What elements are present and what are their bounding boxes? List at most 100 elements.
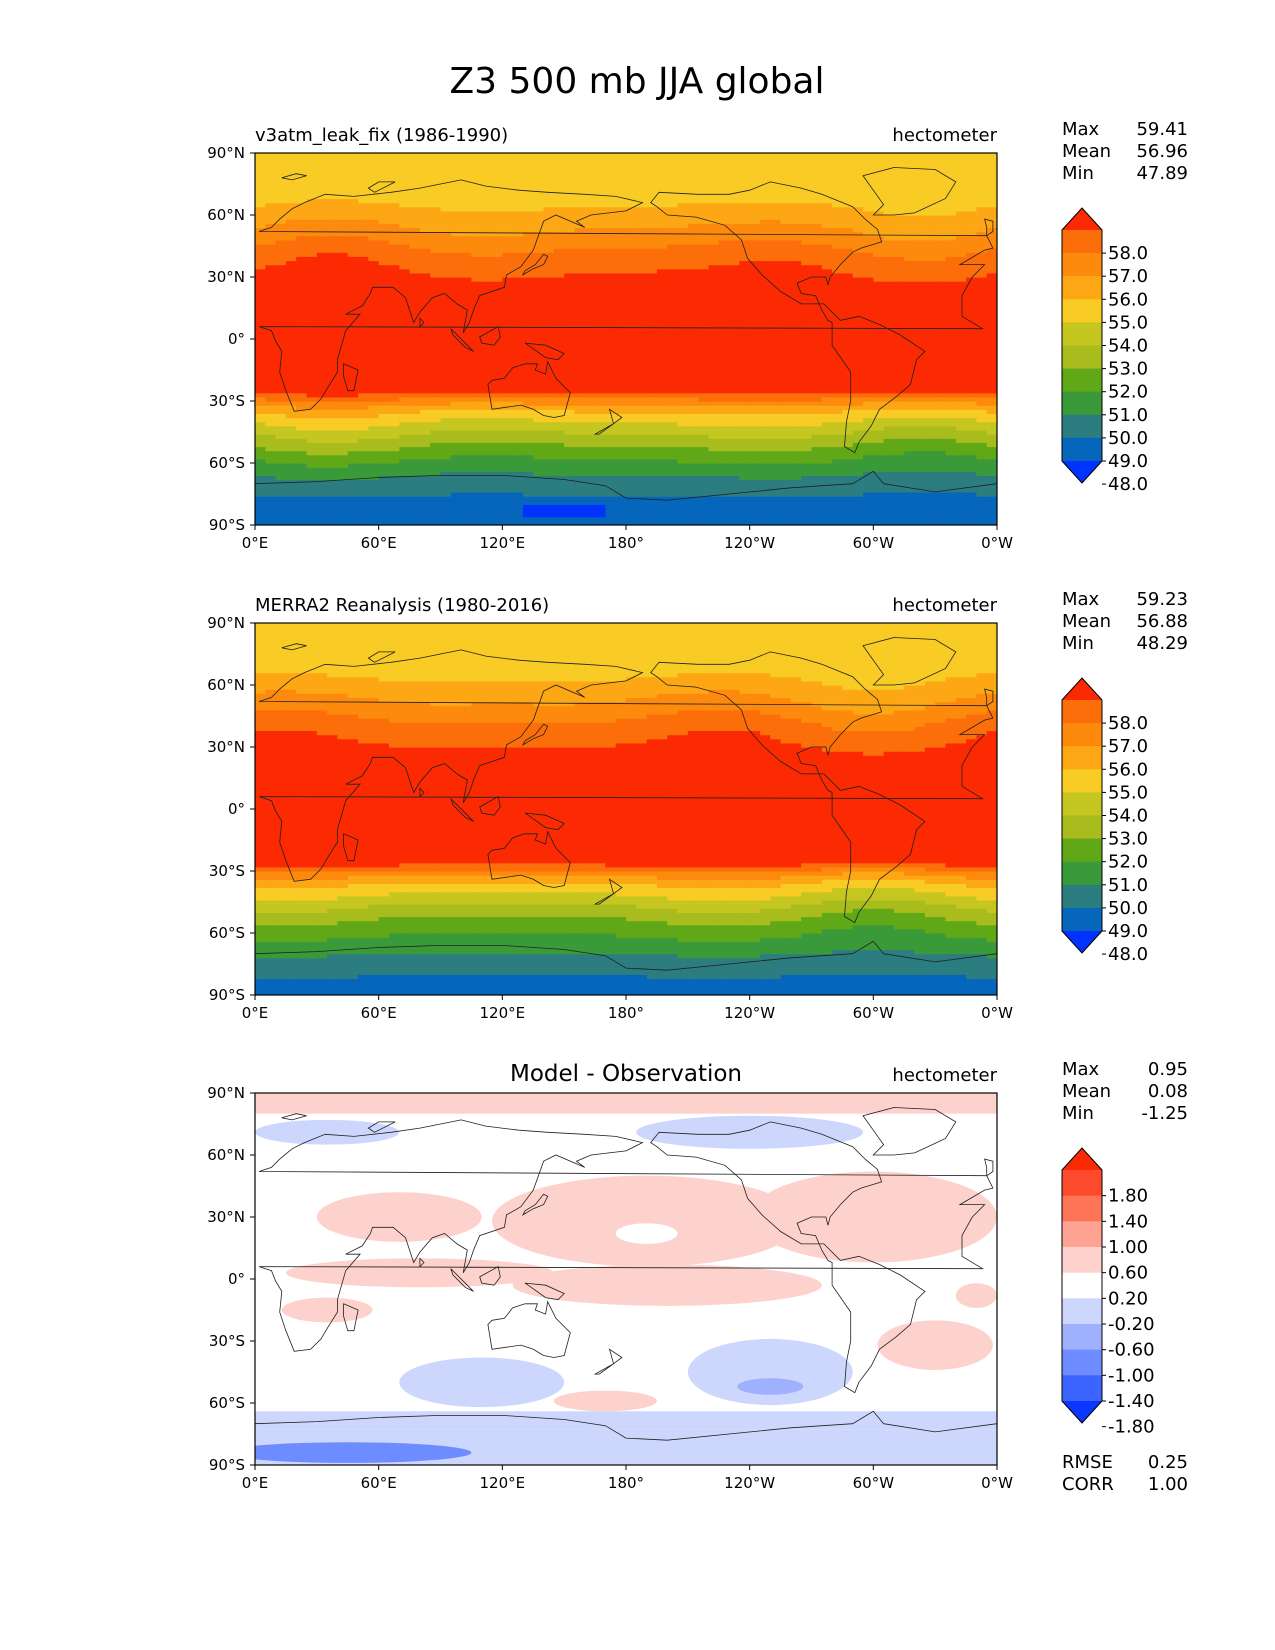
field-cell — [893, 392, 905, 398]
field-cell — [450, 409, 462, 414]
field-cell — [399, 520, 411, 525]
field-cell — [595, 351, 606, 357]
field-cell — [646, 380, 658, 386]
field-cell — [543, 463, 555, 468]
field-cell — [935, 272, 947, 278]
field-cell — [533, 355, 545, 361]
field-cell — [543, 301, 555, 307]
field-cell — [316, 401, 328, 406]
field-cell — [502, 301, 514, 307]
field-cell — [368, 322, 380, 328]
field-cell — [492, 235, 503, 241]
field-cell — [687, 463, 699, 468]
field-cell — [471, 256, 483, 262]
field-cell — [729, 376, 740, 381]
field-cell — [698, 388, 710, 394]
field-cell — [698, 467, 710, 472]
field-cell — [574, 359, 586, 365]
field-cell — [852, 277, 864, 282]
field-cell — [698, 322, 710, 328]
field-cell — [368, 417, 380, 423]
field-cell — [893, 446, 905, 452]
field-cell — [378, 442, 390, 448]
field-cell — [595, 384, 606, 390]
field-cell — [914, 343, 926, 348]
field-cell — [924, 450, 936, 456]
field-cell — [914, 487, 926, 493]
field-cell — [729, 421, 740, 427]
field-cell — [646, 239, 658, 245]
field-cell — [873, 438, 885, 443]
field-cell — [584, 285, 596, 290]
field-cell — [533, 467, 545, 472]
field-cell — [852, 305, 864, 311]
field-cell — [626, 471, 637, 476]
field-cell — [729, 479, 740, 485]
field-cell — [399, 438, 411, 443]
field-cell — [399, 355, 411, 361]
field-cell — [955, 401, 967, 406]
field-cell — [626, 401, 637, 406]
field-cell — [718, 384, 730, 390]
field-cell — [615, 372, 627, 377]
field-cell — [440, 438, 452, 443]
field-cell — [759, 372, 771, 377]
field-cell — [718, 343, 730, 348]
field-cell — [935, 508, 947, 514]
field-cell — [811, 413, 823, 419]
field-cell — [409, 372, 421, 377]
field-cell — [430, 355, 442, 361]
field-cell — [378, 376, 390, 381]
field-cell — [502, 297, 514, 303]
field-cell — [368, 388, 380, 394]
field-cell — [388, 520, 400, 525]
field-cell — [450, 326, 462, 332]
field-cell — [945, 310, 957, 315]
field-cell — [306, 314, 318, 319]
field-cell — [914, 479, 926, 485]
field-cell — [388, 392, 400, 398]
field-cell — [492, 367, 503, 373]
field-cell — [883, 483, 895, 489]
field-cell — [687, 458, 699, 464]
field-cell — [687, 301, 699, 307]
field-cell — [584, 334, 596, 340]
field-cell — [955, 396, 967, 402]
field-cell — [306, 301, 318, 307]
field-cell — [945, 285, 957, 290]
field-cell — [533, 310, 545, 315]
field-cell — [502, 363, 514, 369]
field-cell — [656, 380, 668, 386]
field-cell — [347, 277, 359, 282]
field-cell — [626, 272, 637, 278]
field-cell — [543, 504, 555, 510]
field-cell — [255, 322, 266, 328]
field-cell — [749, 392, 761, 398]
field-cell — [770, 471, 782, 476]
field-cell — [347, 442, 359, 448]
field-cell — [904, 396, 916, 402]
field-cell — [718, 475, 730, 481]
field-cell — [440, 363, 452, 369]
field-cell — [821, 396, 833, 402]
field-cell — [419, 260, 431, 266]
field-cell — [873, 277, 885, 282]
field-cell — [533, 301, 545, 307]
field-cell — [533, 339, 545, 344]
field-cell — [883, 310, 895, 315]
field-cell — [749, 376, 761, 381]
field-cell — [296, 491, 308, 497]
field-cell — [656, 339, 668, 344]
field-cell — [677, 388, 689, 394]
field-cell — [955, 450, 967, 456]
field-cell — [832, 392, 844, 398]
field-cell — [811, 260, 823, 266]
field-cell — [574, 256, 586, 262]
field-cell — [368, 446, 380, 452]
field-cell — [883, 277, 895, 282]
field-cell — [739, 260, 751, 266]
field-cell — [852, 520, 864, 525]
field-cell — [646, 363, 658, 369]
field-cell — [698, 351, 710, 357]
field-cell — [718, 417, 730, 423]
